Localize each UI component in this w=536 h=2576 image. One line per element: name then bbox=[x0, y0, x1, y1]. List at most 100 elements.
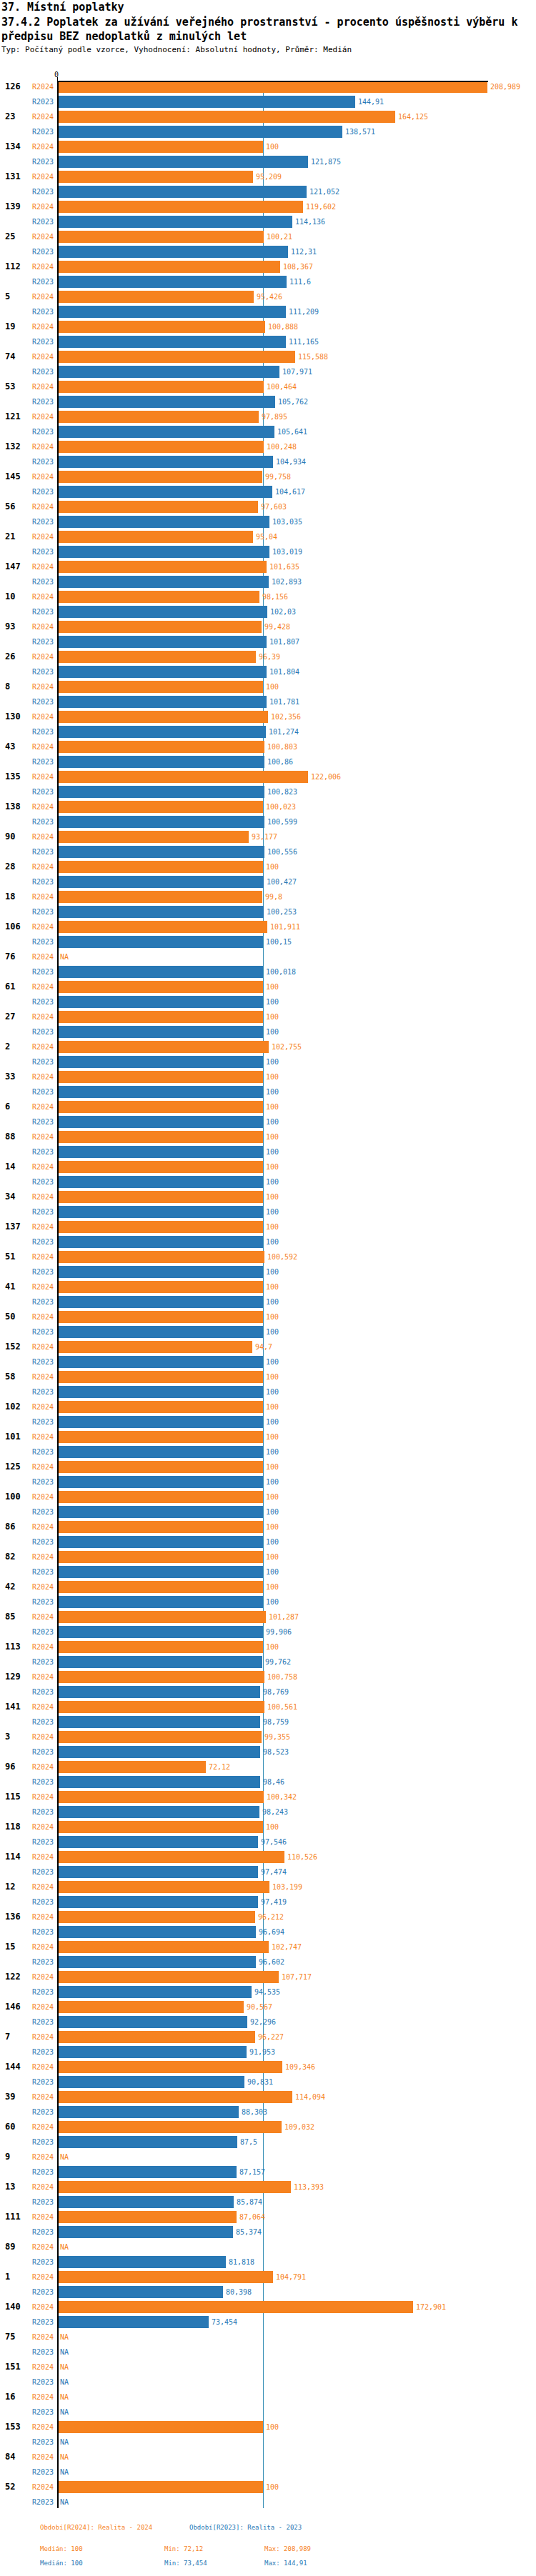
bar-row-r2023: R202387,157 bbox=[0, 2166, 536, 2178]
bar-group-137: 137R2024100R2023100 bbox=[0, 1221, 536, 1248]
bar-group-100: 100R2024100R2023100 bbox=[0, 1491, 536, 1518]
bar-groups-container: 126R2024208,989R2023144,9123R2024164,125… bbox=[0, 81, 536, 2508]
legend-r2024-median: Medián: 100 bbox=[40, 2545, 83, 2552]
bar-r2023 bbox=[57, 1896, 258, 1908]
bar-r2023 bbox=[57, 1866, 258, 1878]
bar-r2023 bbox=[57, 396, 275, 408]
bar-row-r2024: R2024100 bbox=[0, 1131, 536, 1143]
series-label: R2023 bbox=[0, 1476, 54, 1488]
bar-group-16: 16R2024NAR2023NA bbox=[0, 2391, 536, 2418]
bar-row-r2023: R2023112,31 bbox=[0, 246, 536, 258]
value-label: 100 bbox=[266, 1446, 279, 1458]
bar-group-89: 89R2024NAR202381,818 bbox=[0, 2241, 536, 2268]
bar-r2024 bbox=[57, 441, 264, 453]
series-label: R2024 bbox=[0, 1761, 54, 1773]
bar-row-r2024: R2024NA bbox=[0, 2151, 536, 2163]
value-label: 100 bbox=[266, 1371, 279, 1383]
value-label: 93,177 bbox=[252, 831, 277, 843]
bar-r2024 bbox=[57, 711, 268, 723]
bar-row-r2024: R202494,7 bbox=[0, 1341, 536, 1353]
bar-group-130: 130R2024102,356R2023101,274 bbox=[0, 711, 536, 738]
value-label: 100 bbox=[266, 1071, 279, 1083]
value-label: 144,91 bbox=[358, 96, 384, 108]
value-label: 107,717 bbox=[282, 1971, 312, 1983]
bar-group-115: 115R2024100,342R202398,243 bbox=[0, 1791, 536, 1818]
value-label: 100 bbox=[266, 996, 279, 1008]
value-label: 100 bbox=[266, 1236, 279, 1248]
bar-r2023 bbox=[57, 1566, 263, 1578]
series-label: R2023 bbox=[0, 2316, 54, 2328]
value-label: 96,212 bbox=[258, 1911, 284, 1923]
value-label: 102,747 bbox=[272, 1941, 302, 1953]
bar-chart: 0 126R2024208,989R2023144,9123R2024164,1… bbox=[0, 81, 536, 2511]
bar-group-85: 85R2024101,287R202399,906 bbox=[0, 1611, 536, 1638]
bar-r2024 bbox=[57, 1761, 206, 1773]
value-label: 100 bbox=[266, 1086, 279, 1098]
bar-row-r2023: R202385,374 bbox=[0, 2226, 536, 2238]
bar-r2024 bbox=[57, 1911, 255, 1923]
bar-group-126: 126R2024208,989R2023144,91 bbox=[0, 81, 536, 108]
legend-r2024-min: Min: 72,12 bbox=[164, 2545, 203, 2552]
series-label: R2023 bbox=[0, 966, 54, 978]
series-label: R2023 bbox=[0, 846, 54, 858]
value-label: NA bbox=[60, 2376, 69, 2388]
bar-r2024 bbox=[57, 2271, 273, 2283]
bar-row-r2024: R202472,12 bbox=[0, 1761, 536, 1773]
bar-group-145: 145R202499,758R2023104,617 bbox=[0, 471, 536, 498]
bar-row-r2024: R202496,39 bbox=[0, 651, 536, 663]
value-label: 101,911 bbox=[270, 921, 300, 933]
value-label: 104,617 bbox=[275, 486, 305, 498]
value-label: NA bbox=[60, 2331, 69, 2343]
bar-row-r2024: R2024 101,911 bbox=[0, 921, 536, 933]
bar-group-135: 135R2024122,006R2023100,823 bbox=[0, 771, 536, 798]
bar-r2023 bbox=[57, 2136, 237, 2148]
value-label: 164,125 bbox=[398, 111, 428, 123]
bar-row-r2024: R202498,156 bbox=[0, 591, 536, 603]
series-label: R2024 bbox=[0, 1971, 54, 1983]
bar-row-r2024: R2024101,635 bbox=[0, 561, 536, 573]
value-label: 100 bbox=[266, 1206, 279, 1218]
bar-r2023 bbox=[57, 1956, 256, 1968]
series-label: R2023 bbox=[0, 1206, 54, 1218]
bar-row-r2023: R2023103,035 bbox=[0, 516, 536, 528]
value-label: 81,818 bbox=[229, 2256, 254, 2268]
series-label: R2024 bbox=[0, 861, 54, 873]
value-label: 100,592 bbox=[267, 1251, 297, 1263]
bar-row-r2024: R2024100 bbox=[0, 1371, 536, 1383]
series-label: R2023 bbox=[0, 1086, 54, 1098]
value-label: 99,355 bbox=[264, 1731, 290, 1743]
series-label: R2024 bbox=[0, 2211, 54, 2223]
bar-row-r2024: R2024NA bbox=[0, 951, 536, 963]
series-label: R2024 bbox=[0, 2391, 54, 2403]
bar-r2023 bbox=[57, 2226, 233, 2238]
series-label: R2023 bbox=[0, 1026, 54, 1038]
bar-group-41: 41R2024100R2023100 bbox=[0, 1281, 536, 1308]
value-label: 100,253 bbox=[267, 906, 297, 918]
bar-r2024 bbox=[57, 1611, 266, 1623]
bar-group-132: 132R2024100,248R2023104,934 bbox=[0, 441, 536, 468]
series-label: R2023 bbox=[0, 2496, 54, 2508]
value-label: 100,248 bbox=[267, 441, 297, 453]
series-label: R2023 bbox=[0, 1596, 54, 1608]
bar-group-96: 96R202472,12R202398,46 bbox=[0, 1761, 536, 1788]
bar-r2023 bbox=[57, 1836, 258, 1848]
series-label: R2023 bbox=[0, 2256, 54, 2268]
bar-group-26: 26R202496,39R2023101,804 bbox=[0, 651, 536, 678]
bar-row-r2023: R2023100 bbox=[0, 1566, 536, 1578]
series-label: R2023 bbox=[0, 2136, 54, 2148]
bar-row-r2024: R202495,04 bbox=[0, 531, 536, 543]
value-label: 100,86 bbox=[267, 756, 293, 768]
value-label: 98,243 bbox=[262, 1806, 288, 1818]
series-label: R2024 bbox=[0, 921, 54, 933]
bar-r2023 bbox=[57, 696, 267, 708]
bar-row-r2023: R202380,398 bbox=[0, 2286, 536, 2298]
series-label: R2023 bbox=[0, 1626, 54, 1638]
series-label: R2023 bbox=[0, 2406, 54, 2418]
bar-row-r2023: R2023 100 bbox=[0, 1086, 536, 1098]
series-label: R2023 bbox=[0, 1926, 54, 1938]
series-label: R2023 bbox=[0, 1536, 54, 1548]
value-label: 100 bbox=[266, 1161, 279, 1173]
value-label: 100 bbox=[266, 1296, 279, 1308]
series-label: R2024 bbox=[0, 1131, 54, 1143]
legend-r2023-min: Min: 73,454 bbox=[164, 2560, 207, 2567]
